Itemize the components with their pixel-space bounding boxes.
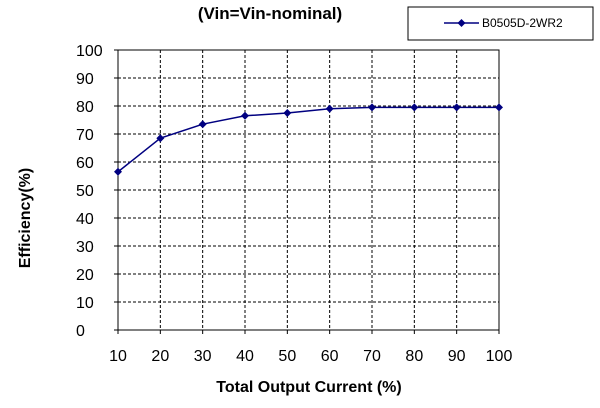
x-tick-label: 50 (278, 348, 296, 365)
legend-box (407, 6, 594, 41)
y-tick-label: 0 (76, 323, 85, 340)
x-tick-label: 90 (448, 348, 466, 365)
legend: B0505D-2WR2 (407, 6, 594, 41)
y-tick-label: 10 (76, 295, 94, 312)
y-tick-label: 90 (76, 71, 94, 88)
x-tick-label: 30 (194, 348, 212, 365)
grid (118, 50, 499, 330)
y-tick-label: 70 (76, 127, 94, 144)
series-line (117, 106, 499, 173)
legend-label: B0505D-2WR2 (482, 16, 563, 30)
y-tick-label: 80 (76, 99, 94, 116)
x-tick-label: 10 (109, 348, 127, 365)
y-tick-label: 40 (76, 211, 94, 228)
x-tick-label: 80 (405, 348, 423, 365)
data-point (156, 134, 165, 143)
x-axis-title: Total Output Current (%) (216, 379, 401, 396)
data-point (283, 109, 292, 117)
data-point (452, 103, 461, 112)
x-tick-label: 70 (363, 348, 381, 365)
x-tick-label: 20 (151, 348, 169, 365)
y-axis-title: Efficiency(%) (17, 168, 34, 268)
x-tick-label: 60 (321, 348, 339, 365)
data-point (325, 104, 334, 113)
y-tick-label: 60 (76, 155, 94, 172)
chart-title: (Vin=Vin-nominal) (198, 4, 342, 23)
y-tick-label: 30 (76, 239, 94, 256)
y-tick-label: 20 (76, 267, 94, 284)
y-tick-label: 100 (76, 43, 103, 60)
x-axis-ticks: 10 20 30 40 50 60 70 80 90 100 (109, 330, 512, 365)
legend-marker (457, 19, 466, 27)
data-point (368, 103, 376, 112)
x-tick-label: 100 (486, 348, 513, 365)
data-point (114, 167, 122, 176)
data-point (495, 103, 503, 112)
data-point (198, 120, 207, 129)
data-point (410, 103, 419, 112)
data-point (241, 111, 249, 120)
x-tick-label: 40 (236, 348, 254, 365)
y-axis-ticks: 0 10 20 30 40 50 60 70 80 90 100 (76, 43, 118, 340)
series-group (114, 103, 503, 176)
y-tick-label: 50 (76, 183, 94, 200)
